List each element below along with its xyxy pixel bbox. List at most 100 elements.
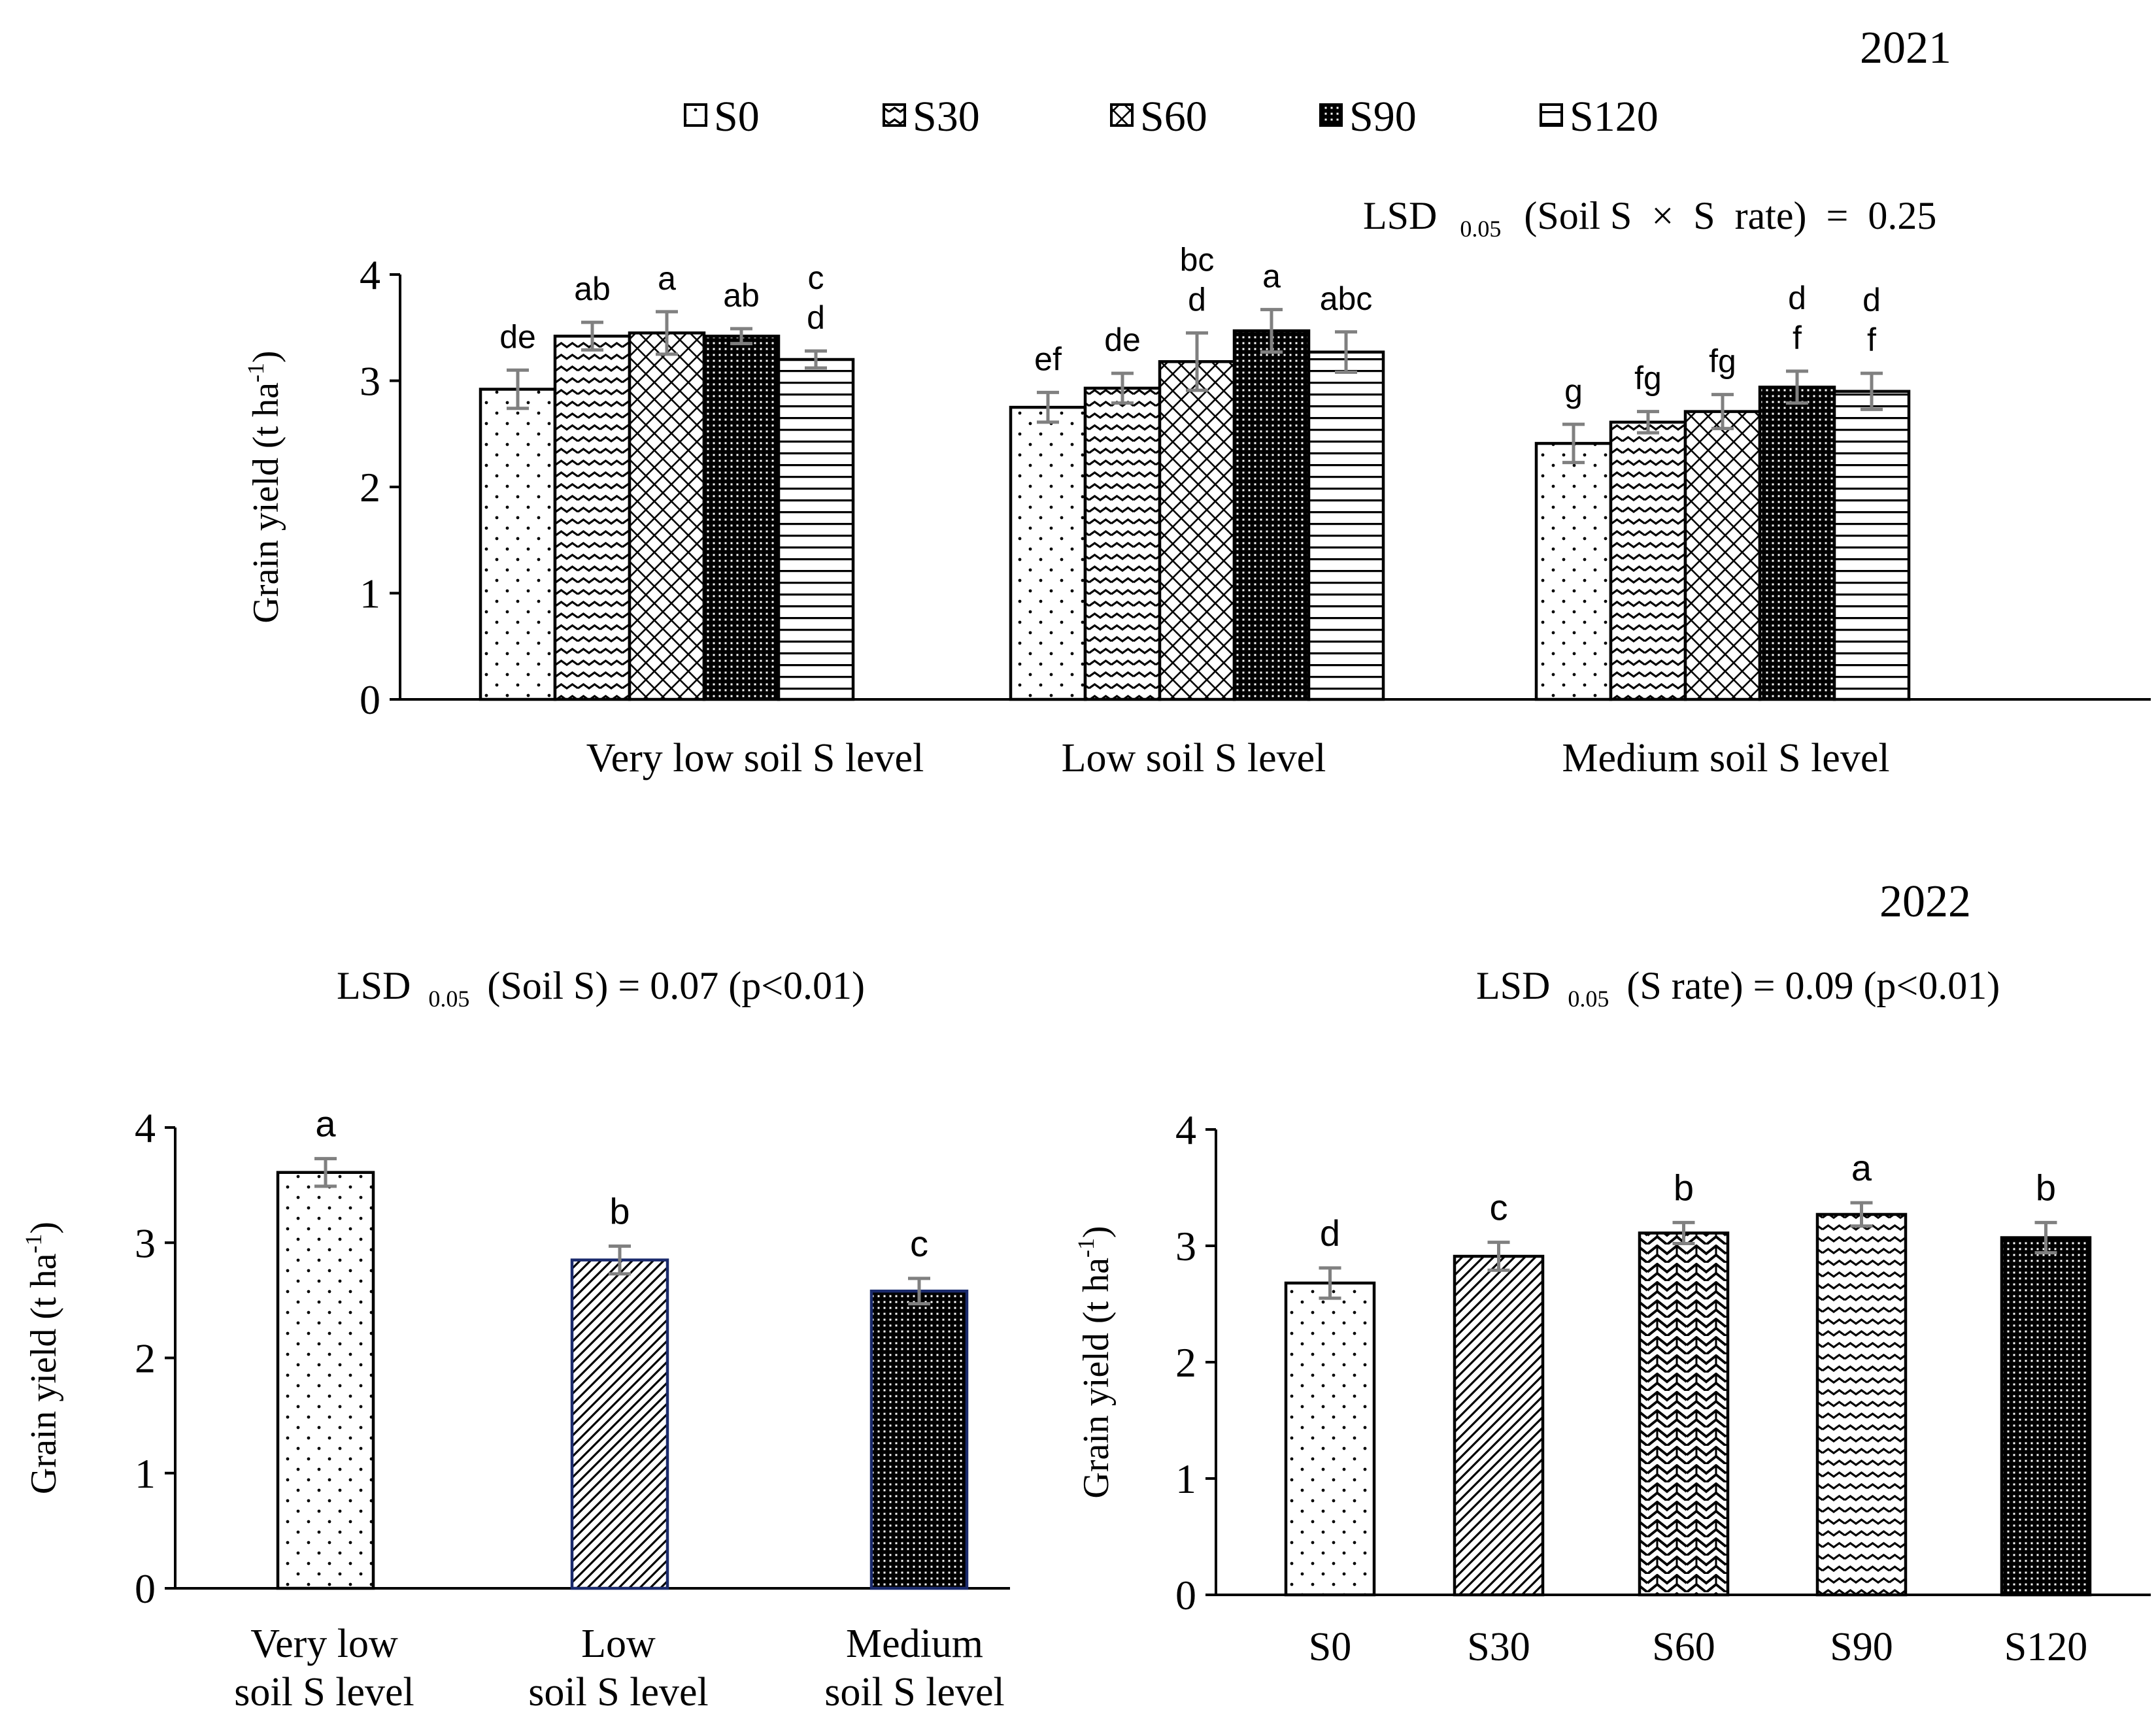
lsd-2022-rate-prefix: LSD xyxy=(1476,964,1550,1007)
significance-letter: b xyxy=(609,1191,630,1232)
significance-letter: bc xyxy=(1180,241,1215,278)
x-category-label: Medium soil S level xyxy=(1562,736,1889,780)
significance-letter: de xyxy=(1104,322,1141,358)
bar xyxy=(702,335,781,701)
significance-letter: fg xyxy=(1634,360,1662,397)
y-tick-label: 3 xyxy=(1175,1223,1196,1269)
y-tick-label: 2 xyxy=(135,1335,156,1382)
y-axis-title: Grain yield (t ha-1) xyxy=(20,1222,64,1494)
y-tick-label: 2 xyxy=(1175,1339,1196,1386)
lsd-2022-soil-prefix: LSD xyxy=(337,964,411,1007)
bar xyxy=(777,358,855,701)
significance-letter: b xyxy=(1674,1167,1694,1208)
x-category-label: S90 xyxy=(1830,1625,1893,1669)
lsd-2022-rate: LSD 0.05 (S rate) = 0.09 (p<0.01) xyxy=(1476,964,2000,1015)
bar xyxy=(276,1171,375,1590)
significance-letter: d xyxy=(1188,281,1206,318)
x-category-label: soil S level xyxy=(234,1670,414,1714)
y-tick-label: 4 xyxy=(135,1105,156,1151)
x-category-label: soil S level xyxy=(824,1670,1005,1714)
x-category-label: Low xyxy=(581,1622,656,1666)
significance-letter: d xyxy=(1320,1212,1340,1254)
y-axis-title: Grain yield (t ha-1) xyxy=(1073,1226,1117,1498)
legend-label: S30 xyxy=(913,93,980,141)
bar xyxy=(2000,1236,2092,1597)
lsd-2021-sub: 0.05 xyxy=(1460,216,1501,242)
lsd-2022-soil-sub: 0.05 xyxy=(428,986,469,1012)
y-tick-label: 1 xyxy=(1175,1456,1196,1502)
legend-label: S0 xyxy=(714,93,760,141)
legend-label: S90 xyxy=(1349,93,1417,141)
x-category-label: Low soil S level xyxy=(1062,736,1326,780)
legend-swatch xyxy=(684,103,707,127)
y-tick-label: 0 xyxy=(360,677,380,723)
x-category-label: S120 xyxy=(2004,1625,2087,1669)
lsd-2022-rate-rest: (S rate) = 0.09 (p<0.01) xyxy=(1626,964,2000,1007)
x-category-label: S30 xyxy=(1467,1625,1530,1669)
significance-letter: c xyxy=(1490,1187,1508,1228)
bar xyxy=(869,1290,969,1590)
y-tick-label: 1 xyxy=(360,571,380,617)
y-tick-label: 0 xyxy=(135,1565,156,1612)
significance-letter: ef xyxy=(1034,341,1062,377)
legend-swatch xyxy=(1319,103,1343,127)
significance-letter: a xyxy=(658,260,676,297)
bar xyxy=(628,331,706,701)
bar xyxy=(1638,1231,1730,1597)
bar xyxy=(1832,390,1911,701)
x-category-label: soil S level xyxy=(528,1670,709,1714)
bar xyxy=(1453,1254,1545,1597)
bar xyxy=(479,388,557,701)
x-category-label: Medium xyxy=(846,1622,983,1666)
significance-letter: de xyxy=(499,318,536,355)
y-tick-label: 0 xyxy=(1175,1572,1196,1618)
lsd-2021-rest: (Soil S × S rate) = 0.25 xyxy=(1524,194,1936,237)
y-tick-label: 4 xyxy=(360,252,380,298)
chart-2022-s-rate: 0 1 2 3 4 Grain yield (t ha-1) d S0 c S30 b S60 a S90… xyxy=(1073,1107,2151,1669)
significance-letter: f xyxy=(1867,322,1876,358)
legend-swatch xyxy=(1110,103,1134,127)
bar xyxy=(1609,420,1687,701)
year-2021-label: 2021 xyxy=(1860,23,1951,73)
bar xyxy=(553,335,632,701)
significance-letter: fg xyxy=(1709,343,1736,380)
legend: S0 S30 S60 S90 S120 xyxy=(684,93,1659,141)
significance-letter: f xyxy=(1793,320,1802,356)
significance-letter: d xyxy=(1862,282,1881,318)
y-axis-title: Grain yield (t ha-1) xyxy=(243,350,286,623)
legend-swatch xyxy=(883,103,906,127)
significance-letter: a xyxy=(315,1103,336,1145)
significance-letter: c xyxy=(808,259,824,296)
significance-letter: ab xyxy=(574,271,611,307)
significance-letter: ab xyxy=(723,277,760,314)
y-tick-label: 1 xyxy=(135,1450,156,1497)
lsd-2021-prefix: LSD xyxy=(1363,194,1437,237)
y-tick-label: 2 xyxy=(360,464,380,510)
bar xyxy=(1232,329,1311,701)
y-tick-label: 3 xyxy=(135,1220,156,1266)
bar xyxy=(570,1258,669,1590)
y-tick-label: 4 xyxy=(1175,1107,1196,1153)
significance-letter: d xyxy=(807,299,825,336)
y-tick-label: 3 xyxy=(360,358,380,405)
bar xyxy=(1534,442,1613,701)
x-category-label: Very low soil S level xyxy=(586,736,924,780)
bar xyxy=(1815,1212,1908,1597)
lsd-2022-rate-sub: 0.05 xyxy=(1568,986,1609,1012)
legend-label: S120 xyxy=(1570,93,1659,141)
legend-swatch xyxy=(1540,103,1563,127)
significance-letter: b xyxy=(2036,1167,2056,1208)
significance-letter: c xyxy=(910,1223,928,1264)
bar xyxy=(1307,350,1385,701)
bar xyxy=(1083,386,1162,701)
significance-letter: a xyxy=(1851,1147,1872,1188)
significance-letter: d xyxy=(1788,280,1806,316)
x-category-label: Very low xyxy=(250,1622,398,1666)
significance-letter: abc xyxy=(1320,280,1373,317)
year-2022-label: 2022 xyxy=(1879,877,1971,927)
bar xyxy=(1758,386,1836,701)
significance-letter: g xyxy=(1564,373,1583,409)
